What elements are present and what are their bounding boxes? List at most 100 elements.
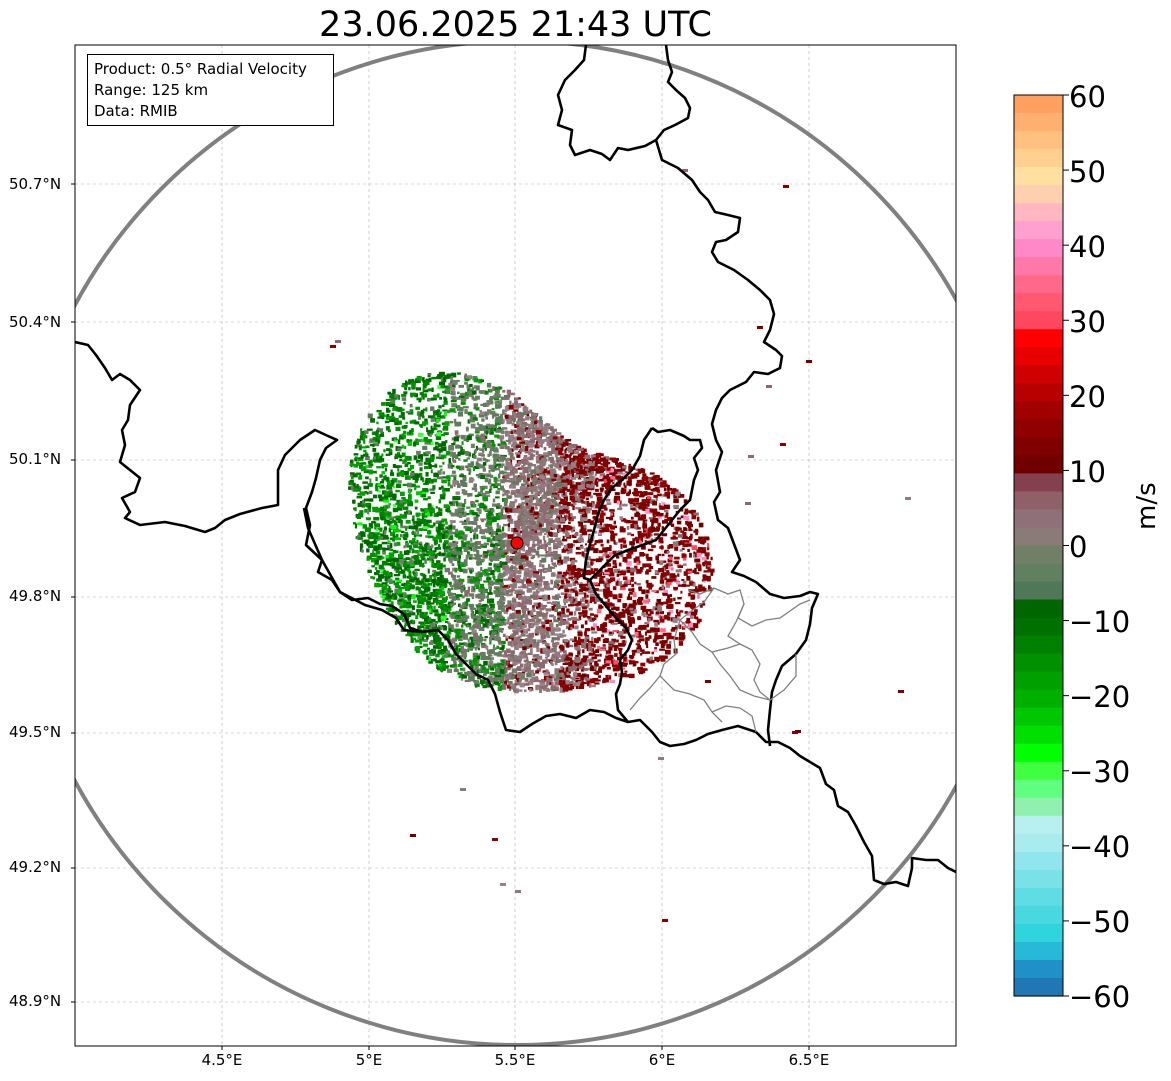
- velocity-pixel: [375, 550, 381, 555]
- velocity-pixel: [498, 622, 503, 626]
- velocity-pixel: [376, 490, 381, 493]
- velocity-pixel: [403, 558, 407, 561]
- velocity-pixel: [535, 503, 537, 509]
- velocity-pixel: [488, 531, 493, 535]
- velocity-pixel: [464, 378, 470, 382]
- velocity-pixel: [598, 668, 602, 673]
- velocity-pixel: [403, 401, 406, 405]
- velocity-pixel: [452, 496, 459, 501]
- velocity-pixel: [419, 645, 423, 649]
- velocity-pixel: [423, 437, 428, 442]
- velocity-pixel: [469, 557, 473, 560]
- velocity-pixel: [555, 604, 561, 609]
- velocity-pixel: [562, 485, 568, 491]
- velocity-pixel: [496, 632, 500, 637]
- velocity-pixel: [422, 651, 427, 654]
- velocity-pixel: [543, 468, 547, 474]
- velocity-pixel: [435, 653, 440, 658]
- velocity-pixel: [628, 618, 631, 624]
- velocity-pixel: [662, 480, 667, 485]
- velocity-pixel: [469, 389, 474, 392]
- velocity-pixel: [414, 421, 420, 425]
- velocity-pixel: [575, 482, 582, 486]
- velocity-pixel: [493, 614, 498, 619]
- velocity-pixel: [689, 581, 695, 586]
- velocity-pixel: [609, 545, 612, 549]
- velocity-pixel: [397, 407, 403, 412]
- velocity-pixel: [610, 525, 616, 530]
- velocity-pixel: [481, 487, 485, 491]
- velocity-pixel: [478, 608, 482, 613]
- velocity-pixel: [417, 546, 422, 549]
- velocity-pixel: [542, 546, 545, 550]
- velocity-pixel: [599, 648, 606, 651]
- velocity-pixel: [696, 549, 703, 555]
- velocity-pixel: [451, 391, 456, 396]
- velocity-pixel: [455, 594, 460, 599]
- velocity-pixel: [630, 609, 637, 614]
- velocity-pixel: [410, 635, 413, 639]
- velocity-pixel: [509, 520, 514, 524]
- velocity-pixel: [626, 492, 630, 497]
- velocity-pixel: [568, 471, 573, 477]
- velocity-pixel: [679, 549, 683, 552]
- velocity-pixel: [427, 503, 432, 508]
- velocity-pixel: [440, 520, 445, 523]
- velocity-pixel: [477, 503, 481, 506]
- velocity-pixel: [458, 603, 461, 607]
- velocity-pixel: [463, 611, 467, 615]
- velocity-pixel: [451, 437, 455, 441]
- velocity-pixel: [399, 513, 402, 517]
- velocity-pixel: [675, 491, 681, 497]
- velocity-pixel: [466, 671, 470, 676]
- velocity-pixel: [510, 644, 514, 648]
- velocity-pixel: [654, 647, 657, 651]
- velocity-pixel: [488, 427, 494, 432]
- velocity-pixel: [526, 553, 533, 556]
- velocity-pixel: [618, 500, 622, 505]
- velocity-pixel: [400, 523, 403, 528]
- velocity-pixel: [693, 589, 699, 594]
- velocity-pixel: [447, 481, 451, 487]
- velocity-pixel: [465, 513, 470, 516]
- velocity-pixel: [435, 520, 442, 524]
- velocity-pixel: [541, 527, 547, 532]
- velocity-pixel: [472, 512, 478, 516]
- velocity-pixel: [646, 556, 653, 561]
- velocity-pixel: [467, 463, 474, 468]
- velocity-pixel: [554, 651, 560, 657]
- velocity-pixel: [552, 572, 555, 575]
- velocity-pixel: [609, 640, 616, 645]
- velocity-pixel: [396, 499, 401, 503]
- velocity-pixel: [609, 631, 613, 634]
- velocity-pixel: [624, 485, 627, 489]
- velocity-pixel: [452, 454, 458, 458]
- velocity-pixel: [666, 551, 670, 554]
- velocity-pixel: [658, 477, 663, 481]
- velocity-pixel: [376, 427, 380, 431]
- velocity-pixel: [471, 595, 475, 600]
- velocity-pixel: [638, 560, 641, 564]
- velocity-pixel: [372, 507, 376, 513]
- velocity-pixel: [612, 482, 615, 485]
- velocity-pixel: [507, 523, 510, 528]
- velocity-pixel: [599, 556, 604, 560]
- velocity-pixel: [558, 681, 565, 686]
- velocity-pixel: [442, 409, 448, 412]
- velocity-pixel: [489, 431, 494, 435]
- velocity-pixel: [661, 526, 664, 531]
- velocity-pixel: [509, 606, 515, 610]
- velocity-pixel: [448, 556, 453, 562]
- velocity-pixel: [567, 564, 572, 570]
- velocity-pixel: [464, 409, 468, 414]
- velocity-pixel: [431, 573, 438, 577]
- velocity-pixel: [636, 527, 641, 530]
- velocity-pixel: [472, 620, 477, 623]
- velocity-pixel: [573, 540, 577, 544]
- velocity-pixel: [470, 676, 475, 682]
- velocity-pixel: [366, 464, 373, 468]
- velocity-pixel: [400, 569, 406, 574]
- velocity-pixel: [621, 518, 626, 522]
- velocity-pixel: [436, 376, 442, 380]
- velocity-pixel: [469, 661, 472, 665]
